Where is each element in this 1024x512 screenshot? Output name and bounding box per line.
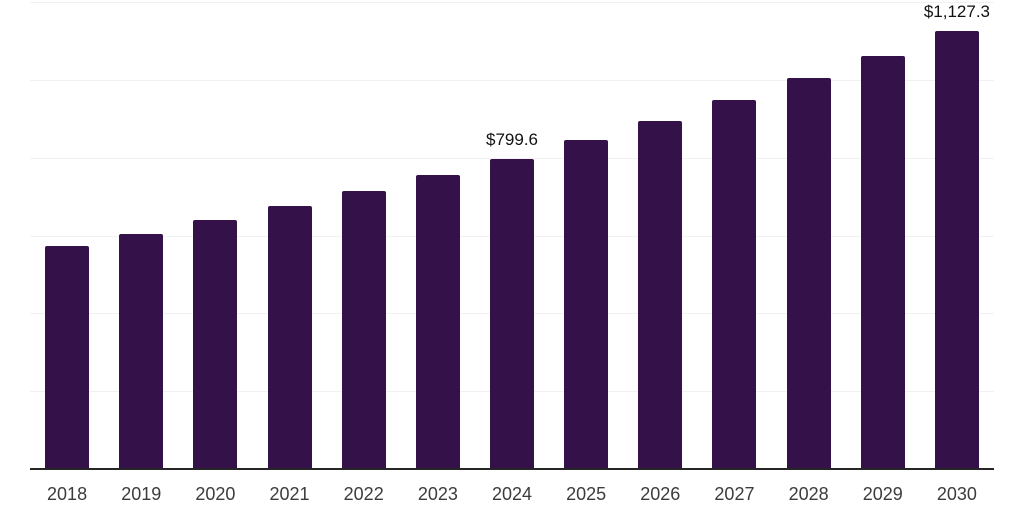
bar-2020 (193, 219, 238, 470)
bar-2029 (860, 55, 905, 470)
x-tick-label-2028: 2028 (788, 484, 829, 504)
x-tick-label-2022: 2022 (343, 484, 384, 504)
x-tick-label-2018: 2018 (47, 484, 88, 504)
bar-value-label-2024: $799.6 (486, 129, 538, 149)
x-tick-label-2025: 2025 (566, 484, 607, 504)
x-tick-label-2021: 2021 (269, 484, 310, 504)
bar-2027 (712, 100, 757, 470)
x-tick-label-2023: 2023 (417, 484, 458, 504)
bar-2021 (267, 206, 312, 470)
y-gridline-1000 (30, 79, 994, 81)
bar-2030 (934, 31, 979, 470)
x-axis-line (30, 468, 994, 470)
bar-2019 (119, 234, 164, 470)
x-tick-label-2027: 2027 (714, 484, 755, 504)
bar-2025 (564, 140, 609, 470)
bar-2026 (638, 121, 683, 470)
bar-2023 (415, 175, 460, 470)
bar-2022 (341, 190, 386, 470)
x-tick-label-2029: 2029 (862, 484, 903, 504)
x-tick-label-2019: 2019 (121, 484, 162, 504)
bar-2028 (786, 78, 831, 470)
y-gridline-1200 (30, 2, 994, 3)
bar-2018 (45, 245, 90, 470)
x-tick-label-2020: 2020 (195, 484, 236, 504)
y-gridline-800 (30, 157, 994, 159)
bar-value-label-2030: $1,127.3 (923, 2, 991, 22)
x-tick-label-2030: 2030 (936, 484, 977, 504)
x-tick-label-2026: 2026 (640, 484, 681, 504)
bar-2024 (490, 158, 534, 470)
x-tick-label-2024: 2024 (491, 484, 533, 504)
